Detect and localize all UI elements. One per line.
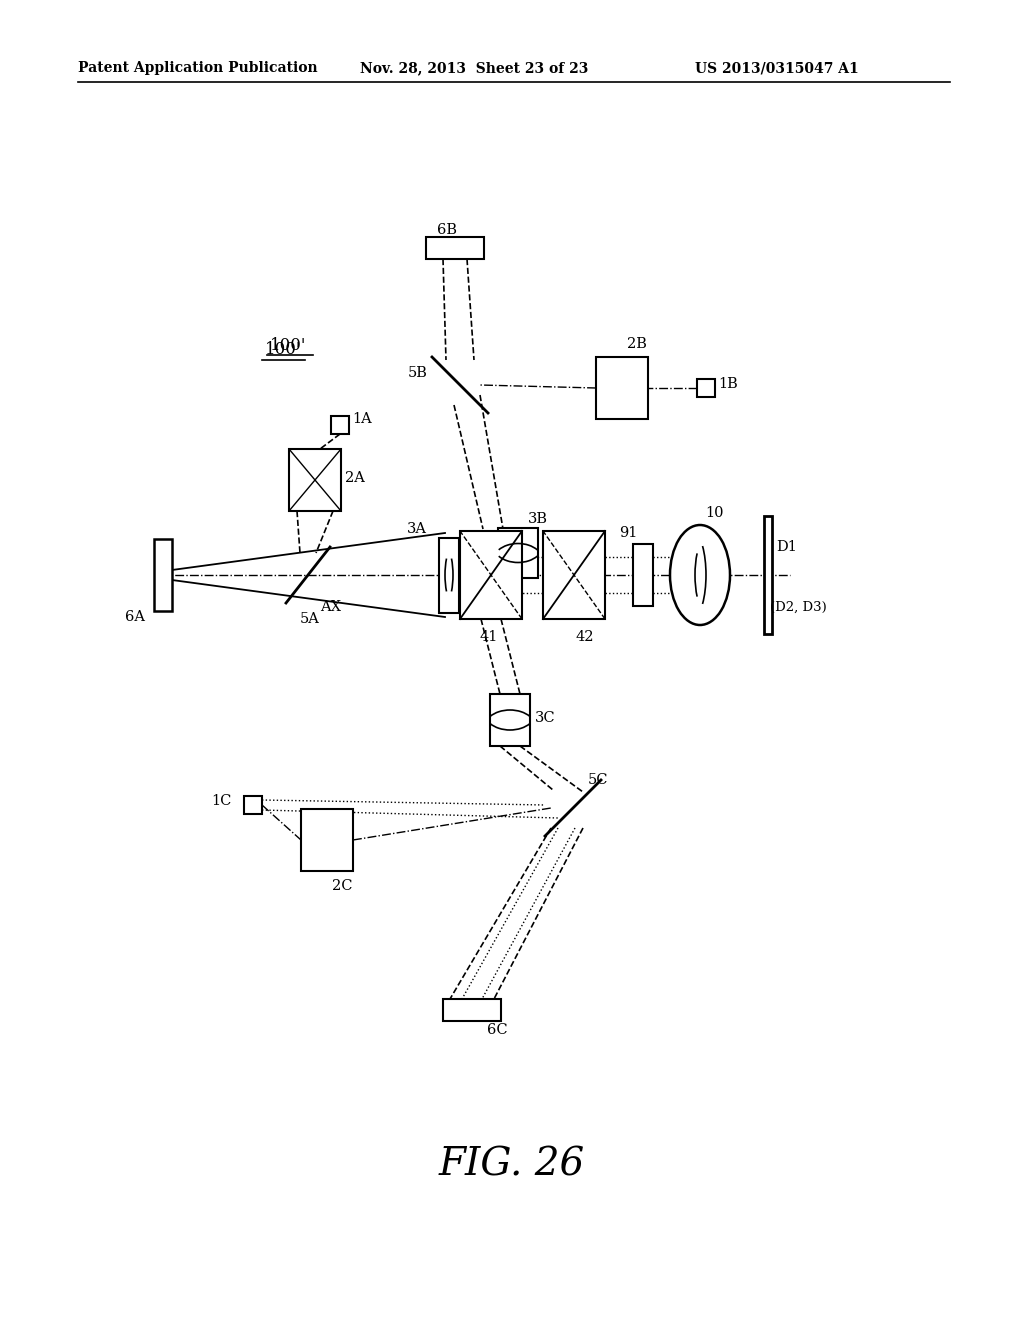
Text: 5B: 5B [408, 366, 428, 380]
Text: 1B: 1B [718, 378, 737, 391]
Text: (D2, D3): (D2, D3) [770, 601, 826, 614]
Text: 2A: 2A [345, 471, 365, 484]
Bar [289, 449, 341, 511]
Text: FIG. 26: FIG. 26 [439, 1147, 585, 1184]
Bar [443, 999, 501, 1020]
Bar [543, 531, 605, 619]
Text: AX: AX [319, 601, 341, 614]
Text: 1A: 1A [352, 412, 372, 426]
Text: Nov. 28, 2013  Sheet 23 of 23: Nov. 28, 2013 Sheet 23 of 23 [360, 61, 589, 75]
Bar [244, 796, 262, 814]
Text: US 2013/0315047 A1: US 2013/0315047 A1 [695, 61, 859, 75]
Text: 3B: 3B [528, 512, 548, 525]
Text: 2C: 2C [332, 879, 352, 894]
Text: 42: 42 [575, 630, 595, 644]
Bar [439, 537, 459, 612]
Text: 41: 41 [479, 630, 498, 644]
Bar [426, 238, 484, 259]
Ellipse shape [670, 525, 730, 624]
Text: D1: D1 [776, 540, 797, 554]
Bar [697, 379, 715, 397]
Text: 100': 100' [265, 342, 301, 359]
Text: 100': 100' [270, 337, 306, 354]
Text: 1C: 1C [211, 795, 231, 808]
Text: 6B: 6B [437, 223, 457, 238]
Bar [490, 694, 530, 746]
Bar [764, 516, 772, 634]
Text: 10: 10 [705, 506, 724, 520]
Bar [331, 416, 349, 434]
Bar [596, 356, 648, 418]
Text: 6A: 6A [125, 610, 145, 624]
Text: 6C: 6C [487, 1023, 508, 1038]
Bar [460, 531, 522, 619]
Text: 5C: 5C [588, 774, 608, 787]
Text: Patent Application Publication: Patent Application Publication [78, 61, 317, 75]
Text: 3A: 3A [407, 521, 427, 536]
Bar [498, 528, 538, 578]
Text: 2B: 2B [627, 337, 647, 351]
Text: 91: 91 [620, 525, 638, 540]
Bar [154, 539, 172, 611]
Bar [301, 809, 353, 871]
Text: 5A: 5A [300, 612, 319, 626]
Text: 3C: 3C [535, 711, 556, 725]
Bar [633, 544, 653, 606]
